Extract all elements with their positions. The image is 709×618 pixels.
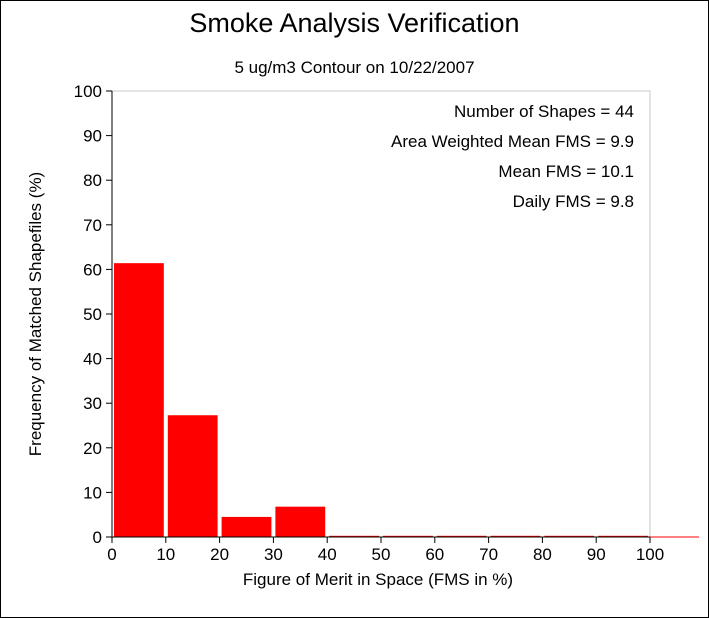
chart-title: Smoke Analysis Verification [189,8,520,38]
y-tick-label: 30 [83,394,102,413]
chart-subtitle: 5 ug/m3 Contour on 10/22/2007 [234,58,475,77]
annotation-line: Mean FMS = 10.1 [498,162,634,181]
x-ticks-group: 0 10 20 30 40 50 60 70 80 90 100 [107,537,664,564]
x-tick-label: 20 [210,545,229,564]
x-tick-label: 100 [636,545,664,564]
x-tick-label: 50 [372,545,391,564]
x-tick-label: 80 [533,545,552,564]
annotation-line: Area Weighted Mean FMS = 9.9 [391,132,634,151]
y-axis-title: Frequency of Matched Shapefiles (%) [26,172,45,456]
x-tick-label: 90 [587,545,606,564]
y-tick-label: 20 [83,439,102,458]
bar-10-20 [167,415,218,537]
annotations-group: Number of Shapes = 44 Area Weighted Mean … [391,102,634,211]
bar-60-70 [436,535,487,537]
y-tick-label: 80 [83,171,102,190]
x-tick-label: 0 [107,545,116,564]
bar-70-80 [490,535,541,537]
x-tick-label: 40 [318,545,337,564]
annotation-line: Number of Shapes = 44 [454,102,634,121]
y-tick-label: 90 [83,127,102,146]
bar-50-60 [383,535,433,537]
x-tick-label: 10 [156,545,175,564]
y-ticks-group: 0 10 20 30 40 50 60 70 80 90 100 [74,82,112,547]
bar-30-40 [275,506,326,537]
x-tick-label: 30 [264,545,283,564]
x-tick-label: 70 [479,545,498,564]
bar-0-10 [114,263,164,537]
bar-90-100 [598,535,648,537]
x-tick-label: 60 [425,545,444,564]
y-tick-label: 60 [83,260,102,279]
y-tick-label: 10 [83,483,102,502]
y-tick-label: 50 [83,305,102,324]
x-axis-title: Figure of Merit in Space (FMS in %) [243,570,513,589]
y-tick-label: 40 [83,350,102,369]
bar-40-50 [329,535,379,537]
y-tick-label: 0 [93,528,102,547]
annotation-line: Daily FMS = 9.8 [513,192,634,211]
bars-group [114,263,699,538]
y-tick-label: 100 [74,82,102,101]
bar-80-90 [544,535,595,537]
bar-20-30 [221,516,272,537]
y-tick-label: 70 [83,216,102,235]
